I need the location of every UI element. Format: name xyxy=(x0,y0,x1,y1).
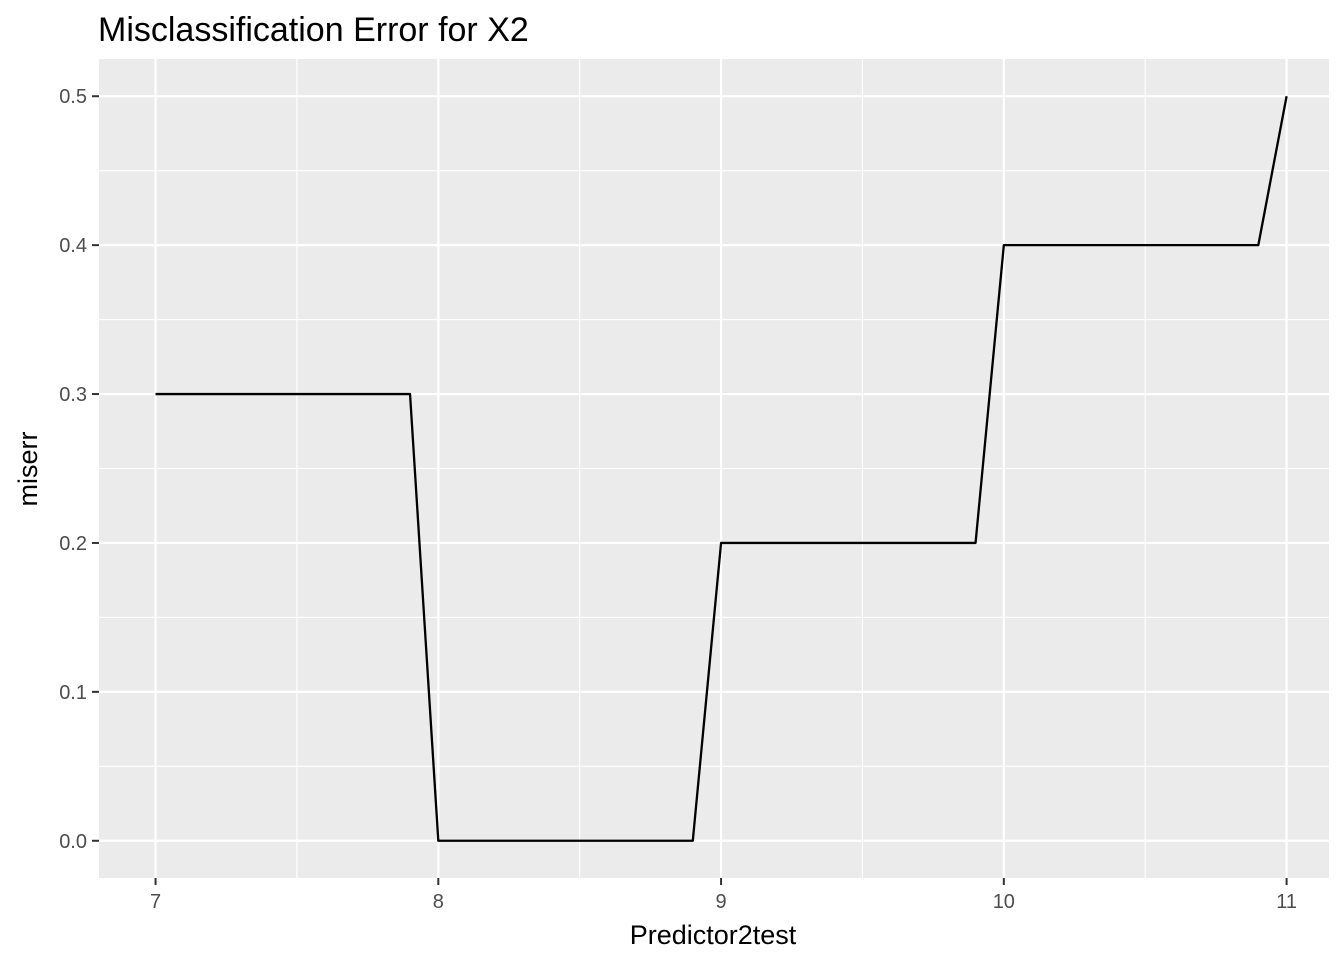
y-tick-label: 0.2 xyxy=(59,533,87,555)
y-tick-label: 0.1 xyxy=(59,682,87,704)
series-line-miserr xyxy=(155,96,1288,842)
series-layer xyxy=(155,96,1288,842)
y-tick-label: 0.4 xyxy=(59,235,87,257)
x-tick-label: 7 xyxy=(150,891,161,913)
x-tick-label: 11 xyxy=(1276,891,1297,913)
x-tick-labels: 7 8 9 10 11 xyxy=(150,891,1297,913)
y-tick-label: 0.5 xyxy=(59,86,87,108)
y-axis-title: miserr xyxy=(13,432,43,507)
y-tick-labels: 0.0 0.1 0.2 0.3 0.4 0.5 xyxy=(59,86,87,853)
y-tick-label: 0.3 xyxy=(59,384,87,406)
x-tick-label: 10 xyxy=(993,891,1015,913)
y-tick-label: 0.0 xyxy=(59,831,87,853)
grid-major-x xyxy=(154,59,1288,878)
grid-major-y xyxy=(99,95,1329,842)
x-tick-label: 9 xyxy=(716,891,727,913)
x-axis-title: Predictor2test xyxy=(630,920,797,950)
chart-title: Misclassification Error for X2 xyxy=(98,11,529,49)
x-tick-label: 8 xyxy=(433,891,444,913)
axis-ticks xyxy=(92,95,1288,885)
grid-minor-x xyxy=(296,59,1146,878)
